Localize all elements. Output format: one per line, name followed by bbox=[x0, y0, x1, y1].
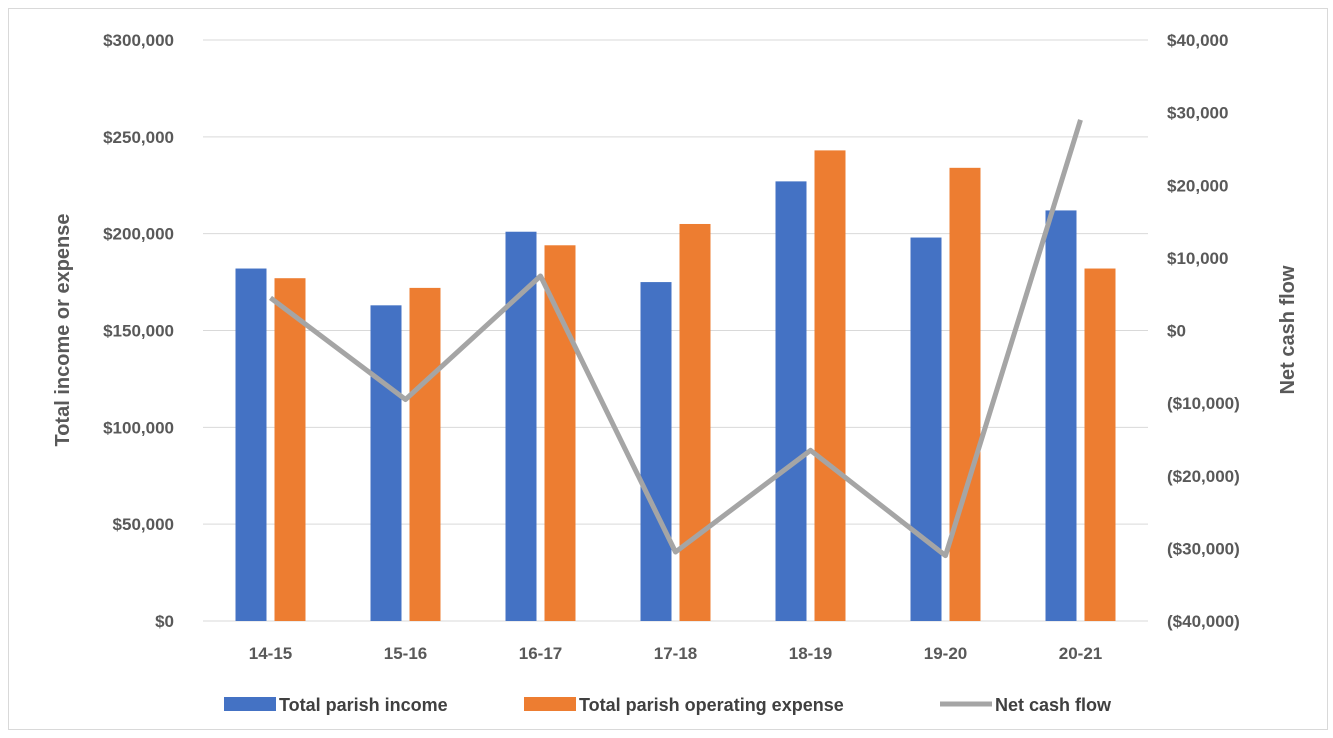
left-tick-label: $100,000 bbox=[103, 418, 174, 437]
bars bbox=[235, 150, 1116, 622]
legend-swatch bbox=[224, 697, 276, 711]
left-axis-ticks: $0 $50,000 $100,000 $150,000 $200,000 $250,00… bbox=[103, 31, 174, 631]
left-axis-title: Total income or expense bbox=[52, 213, 74, 446]
left-tick-label: $200,000 bbox=[103, 225, 174, 244]
right-tick-label: $20,000 bbox=[1167, 176, 1228, 195]
right-axis-ticks: ($40,000) ($30,000) ($20,000) ($10,000) $0 $1… bbox=[1167, 31, 1240, 631]
legend-label: Total parish income bbox=[279, 695, 448, 715]
bar-total-parish-income bbox=[235, 268, 267, 621]
legend: Total parish income Total parish operatin… bbox=[224, 695, 1112, 715]
right-tick-label: $0 bbox=[1167, 322, 1186, 341]
bar-total-parish-income bbox=[640, 282, 672, 621]
bar-total-parish-operating-expense bbox=[1084, 268, 1116, 621]
x-tick-label: 15-16 bbox=[384, 644, 427, 663]
right-tick-label: ($20,000) bbox=[1167, 467, 1240, 486]
x-axis-ticks: 14-15 15-16 16-17 17-18 18-19 19-20 20-21 bbox=[249, 644, 1102, 663]
right-tick-label: ($10,000) bbox=[1167, 394, 1240, 413]
x-tick-label: 18-19 bbox=[789, 644, 832, 663]
bar-total-parish-operating-expense bbox=[274, 278, 306, 621]
bar-total-parish-operating-expense bbox=[409, 287, 441, 621]
legend-swatch bbox=[524, 697, 576, 711]
x-tick-label: 19-20 bbox=[924, 644, 967, 663]
right-tick-label: $10,000 bbox=[1167, 249, 1228, 268]
right-tick-label: $30,000 bbox=[1167, 104, 1228, 123]
bar-total-parish-income bbox=[775, 181, 807, 622]
bar-total-parish-operating-expense bbox=[544, 245, 576, 621]
left-tick-label: $300,000 bbox=[103, 31, 174, 50]
bar-total-parish-income bbox=[505, 231, 537, 622]
right-tick-label: $40,000 bbox=[1167, 31, 1228, 50]
bar-total-parish-operating-expense bbox=[949, 167, 981, 621]
x-tick-label: 20-21 bbox=[1059, 644, 1102, 663]
bar-total-parish-income bbox=[910, 237, 942, 622]
gridlines bbox=[203, 39, 1148, 622]
bar-total-parish-income bbox=[370, 305, 402, 621]
left-tick-label: $50,000 bbox=[113, 515, 174, 534]
legend-label: Net cash flow bbox=[995, 695, 1112, 715]
bar-total-parish-income bbox=[1045, 210, 1077, 621]
left-tick-label: $250,000 bbox=[103, 128, 174, 147]
bar-total-parish-operating-expense bbox=[814, 150, 846, 621]
right-tick-label: ($30,000) bbox=[1167, 539, 1240, 558]
right-axis-title: Net cash flow bbox=[1277, 265, 1299, 394]
x-tick-label: 14-15 bbox=[249, 644, 292, 663]
left-tick-label: $0 bbox=[155, 612, 174, 631]
bar-total-parish-operating-expense bbox=[679, 223, 711, 621]
right-tick-label: ($40,000) bbox=[1167, 612, 1240, 631]
left-tick-label: $150,000 bbox=[103, 322, 174, 341]
legend-label: Total parish operating expense bbox=[579, 695, 844, 715]
net-cash-flow-line-group bbox=[268, 119, 1083, 559]
x-tick-label: 16-17 bbox=[519, 644, 562, 663]
x-tick-label: 17-18 bbox=[654, 644, 697, 663]
